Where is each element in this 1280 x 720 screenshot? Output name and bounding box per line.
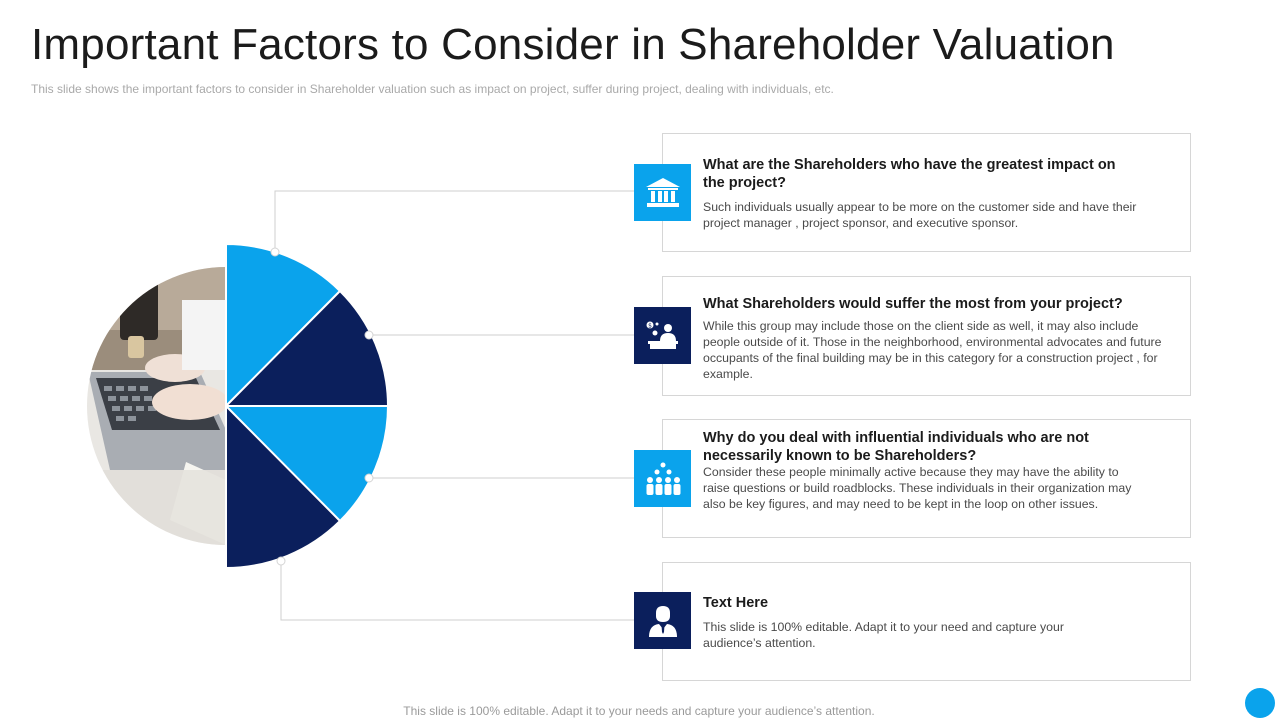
card-title: What are the Shareholders who have the g… <box>703 157 1116 191</box>
laptop-photo <box>87 267 226 545</box>
icon-box-2: $ <box>634 307 691 364</box>
connector-lines <box>274 190 634 621</box>
wedge-3 <box>225 405 389 522</box>
people-group-icon <box>646 462 680 495</box>
connector-dots <box>270 247 374 566</box>
card-body: While this group may include those on th… <box>703 319 1162 381</box>
business-meeting-icon: $ <box>646 321 678 349</box>
bank-icon <box>645 177 680 207</box>
card-body: Such individuals usually appear to be mo… <box>703 200 1137 230</box>
icon-box-4 <box>634 592 691 649</box>
card-title: Why do you deal with influential individ… <box>703 430 1089 464</box>
slide-title: Important Factors to Consider in Shareho… <box>31 20 1115 69</box>
factor-card-2: What Shareholders would suffer the most … <box>662 276 1191 396</box>
factor-card-4: Text Here This slide is 100% editable. A… <box>662 562 1191 681</box>
card-body: This slide is 100% editable. Adapt it to… <box>703 620 1064 650</box>
card-title: What Shareholders would suffer the most … <box>703 296 1123 312</box>
card-body: Consider these people minimally active b… <box>703 465 1132 511</box>
factor-card-1: What are the Shareholders who have the g… <box>662 133 1191 252</box>
slide-subtitle: This slide shows the important factors t… <box>31 82 834 96</box>
slide-footer: This slide is 100% editable. Adapt it to… <box>403 704 875 718</box>
svg-text:$: $ <box>648 322 652 329</box>
pie-wedges <box>225 243 389 569</box>
card-title: Text Here <box>703 595 769 611</box>
wedge-4 <box>225 405 341 569</box>
corner-dot <box>1245 688 1275 718</box>
icon-box-1 <box>634 164 691 221</box>
businessman-icon <box>648 605 677 637</box>
factor-card-3: Why do you deal with influential individ… <box>662 419 1191 538</box>
icon-box-3 <box>634 450 691 507</box>
wedge-1 <box>225 243 341 407</box>
wedge-2 <box>225 290 389 407</box>
